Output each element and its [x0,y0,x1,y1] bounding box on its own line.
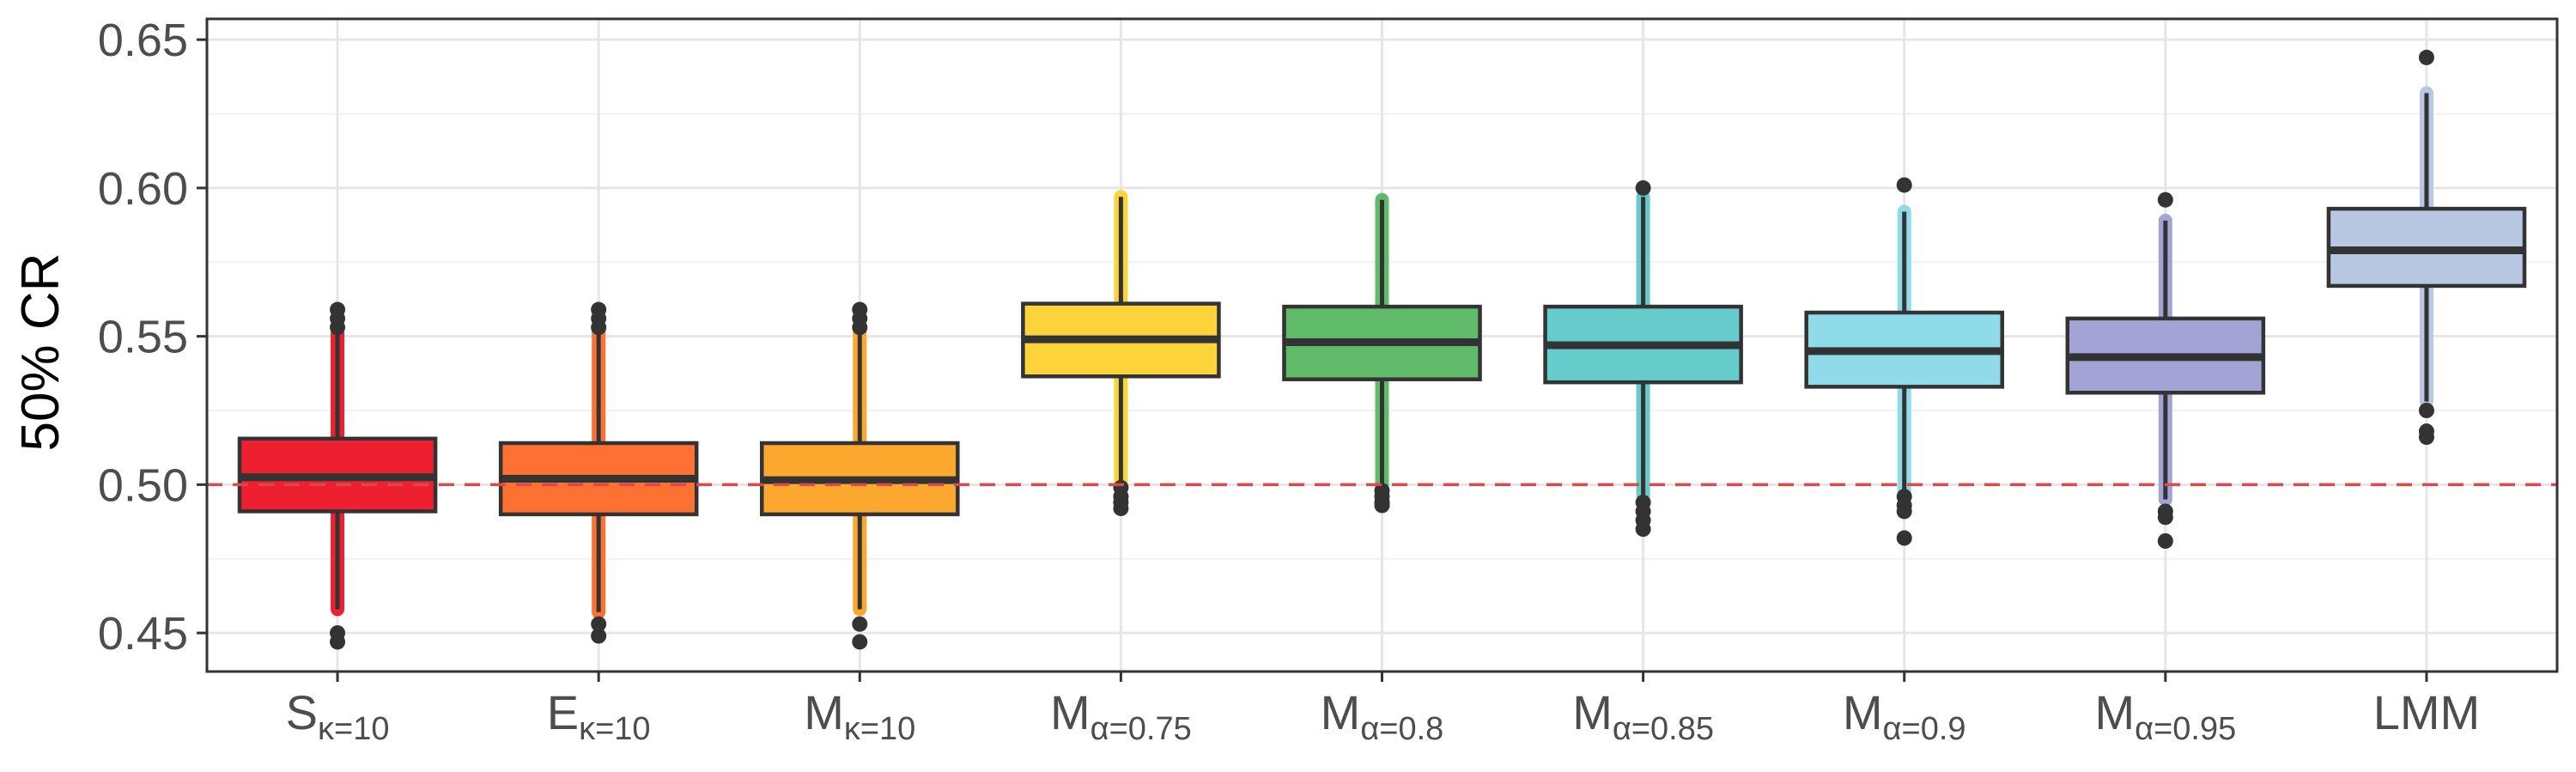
y-tick-label: 0.65 [98,15,188,66]
outlier-point [1113,479,1129,495]
outlier-point [852,634,868,650]
outlier-point [591,628,607,644]
outlier-point [852,301,868,318]
x-tick-label-subscript: κ=10 [579,711,650,747]
y-tick-label: 0.55 [98,312,188,363]
outlier-point [2157,191,2173,208]
x-tick-label: Mκ=10 [804,685,915,747]
x-tick-label-subscript: α=0.9 [1883,711,1966,747]
box-group [759,301,960,650]
x-tick-label-subscript: α=0.95 [2135,711,2236,747]
outlier-point [591,301,607,318]
y-tick-label: 0.50 [98,459,188,511]
box-group [2326,49,2527,446]
boxes-group [207,49,2557,650]
outlier-point [1635,179,1651,196]
x-tick-label-base: LMM [2373,685,2480,739]
x-tick-label-base: S [286,685,318,739]
x-tick-label-base: E [547,685,579,739]
x-tick-label-base: M [1321,685,1361,739]
box-group [1282,192,1482,514]
x-tick-label: Eκ=10 [547,685,651,747]
outlier-point [2157,533,2173,549]
x-tick-label-subscript: α=0.85 [1613,711,1714,747]
box-group [1021,190,1221,516]
outlier-point [330,625,346,641]
x-tick-label-base: M [1050,685,1091,739]
x-tick-label-subscript: κ=10 [318,711,389,747]
x-tick-label: Mα=0.9 [1843,685,1966,747]
outlier-point [591,616,607,632]
outlier-point [1374,483,1390,499]
x-tick-label-base: M [1843,685,1883,739]
y-tick-label: 0.60 [98,163,188,215]
box-group [1804,177,2005,546]
x-tick-label-base: M [1572,685,1613,739]
y-axis: 0.45 0.50 0.55 0.60 0.65 [98,15,207,660]
x-tick-label: LMM [2373,685,2480,739]
x-tick-label-subscript: κ=10 [844,711,915,747]
outlier-point [330,301,346,318]
x-tick-label: Mα=0.85 [1572,685,1714,747]
outlier-point [2418,403,2434,418]
x-tick-label-base: M [804,685,844,739]
box-group [2065,191,2266,549]
box-group [237,301,438,650]
outlier-point [2157,503,2173,520]
x-tick-label-base: M [2094,685,2135,739]
x-tick-label: Mα=0.95 [2094,685,2236,747]
outlier-point [1635,495,1651,511]
y-tick-label: 0.45 [98,608,188,660]
x-tick-label-subscript: α=0.8 [1360,711,1443,747]
x-tick-label: Sκ=10 [286,685,390,747]
x-tick-label: Mα=0.8 [1321,685,1444,747]
outlier-point [1896,177,1912,193]
y-axis-label: 50% CR [11,253,70,452]
box-group [498,301,699,644]
x-tick-label: Mα=0.75 [1050,685,1192,747]
outlier-point [2418,423,2434,440]
x-tick-label-subscript: α=0.75 [1091,711,1192,747]
outlier-point [1896,489,1912,505]
outlier-point [2418,49,2434,65]
outlier-point [1896,530,1912,546]
box-group [1543,179,1743,538]
outlier-point [852,616,868,632]
x-axis: Sκ=10 Eκ=10 Mκ=10 Mα=0.75 Mα=0.8 Mα=0.85 Mα=0.… [286,672,2480,747]
